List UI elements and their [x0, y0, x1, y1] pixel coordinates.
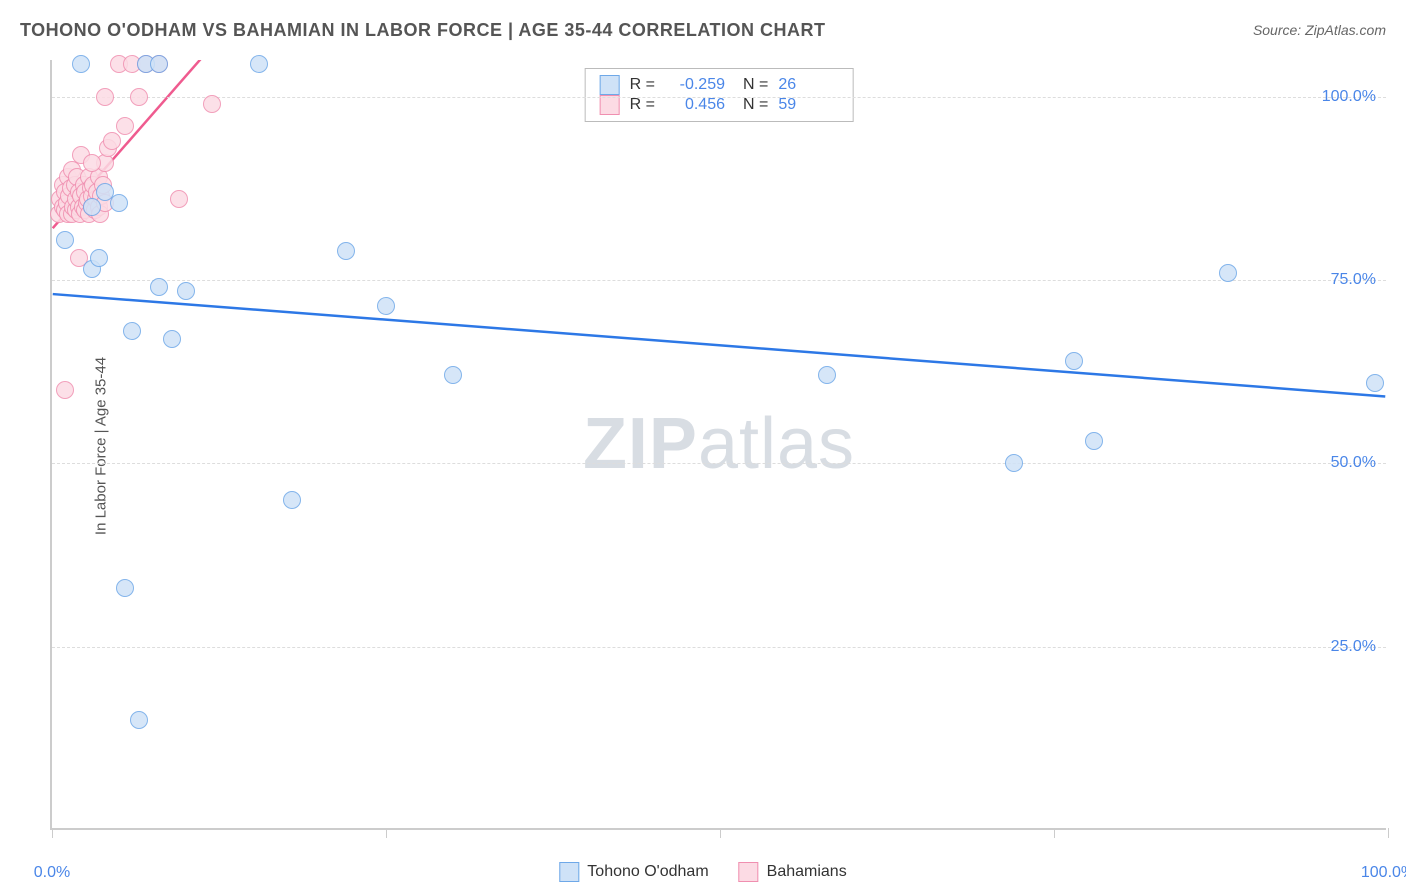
- trend-lines: [52, 60, 1386, 828]
- x-tick: [386, 828, 387, 838]
- data-point: [96, 88, 114, 106]
- legend-n-value: 59: [778, 96, 838, 114]
- gridline: [52, 280, 1386, 281]
- data-point: [83, 154, 101, 172]
- legend-n-label: N =: [743, 76, 768, 94]
- data-point: [116, 117, 134, 135]
- gridline: [52, 97, 1386, 98]
- y-tick-label: 100.0%: [1322, 88, 1376, 106]
- data-point: [150, 55, 168, 73]
- data-point: [72, 55, 90, 73]
- data-point: [444, 366, 462, 384]
- x-tick: [1054, 828, 1055, 838]
- legend-item: Bahamians: [739, 862, 847, 882]
- series-legend: Tohono O'odham Bahamians: [559, 862, 846, 882]
- data-point: [150, 278, 168, 296]
- y-tick-label: 75.0%: [1331, 271, 1376, 289]
- data-point: [250, 55, 268, 73]
- y-tick-label: 25.0%: [1331, 638, 1376, 656]
- legend-label: Tohono O'odham: [587, 863, 708, 881]
- data-point: [116, 579, 134, 597]
- data-point: [130, 711, 148, 729]
- data-point: [123, 322, 141, 340]
- legend-row: R = 0.456 N = 59: [600, 95, 839, 115]
- legend-swatch: [559, 862, 579, 882]
- x-tick-label: 100.0%: [1361, 864, 1406, 882]
- data-point: [337, 242, 355, 260]
- gridline: [52, 647, 1386, 648]
- x-tick: [1388, 828, 1389, 838]
- data-point: [130, 88, 148, 106]
- legend-r-value: 0.456: [665, 96, 725, 114]
- data-point: [1005, 454, 1023, 472]
- trend-line: [53, 294, 1386, 396]
- legend-r-value: -0.259: [665, 76, 725, 94]
- legend-r-label: R =: [630, 96, 655, 114]
- y-tick-label: 50.0%: [1331, 454, 1376, 472]
- correlation-legend: R = -0.259 N = 26 R = 0.456 N = 59: [585, 68, 854, 122]
- data-point: [170, 190, 188, 208]
- x-tick: [720, 828, 721, 838]
- legend-n-label: N =: [743, 96, 768, 114]
- data-point: [103, 132, 121, 150]
- data-point: [1219, 264, 1237, 282]
- legend-item: Tohono O'odham: [559, 862, 708, 882]
- scatter-plot: ZIPatlas R = -0.259 N = 26 R = 0.456 N = 59 25.…: [50, 60, 1386, 830]
- legend-row: R = -0.259 N = 26: [600, 75, 839, 95]
- data-point: [163, 330, 181, 348]
- legend-n-value: 26: [778, 76, 838, 94]
- data-point: [177, 282, 195, 300]
- data-point: [818, 366, 836, 384]
- data-point: [1065, 352, 1083, 370]
- data-point: [283, 491, 301, 509]
- watermark: ZIPatlas: [583, 403, 855, 485]
- data-point: [1085, 432, 1103, 450]
- gridline: [52, 463, 1386, 464]
- data-point: [203, 95, 221, 113]
- legend-r-label: R =: [630, 76, 655, 94]
- source-label: Source: ZipAtlas.com: [1253, 22, 1386, 38]
- legend-swatch: [600, 95, 620, 115]
- watermark-rest: atlas: [698, 404, 855, 484]
- x-tick: [52, 828, 53, 838]
- data-point: [1366, 374, 1384, 392]
- legend-swatch: [600, 75, 620, 95]
- data-point: [56, 381, 74, 399]
- x-tick-label: 0.0%: [34, 864, 70, 882]
- legend-swatch: [739, 862, 759, 882]
- data-point: [90, 249, 108, 267]
- data-point: [56, 231, 74, 249]
- watermark-bold: ZIP: [583, 404, 698, 484]
- data-point: [377, 297, 395, 315]
- legend-label: Bahamians: [767, 863, 847, 881]
- data-point: [83, 198, 101, 216]
- data-point: [110, 194, 128, 212]
- chart-title: TOHONO O'ODHAM VS BAHAMIAN IN LABOR FORC…: [20, 20, 826, 41]
